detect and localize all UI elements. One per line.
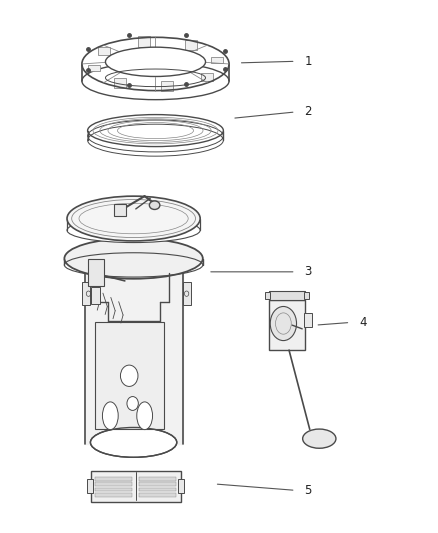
Bar [211, 56, 223, 63]
Bar [201, 72, 213, 81]
Bar [114, 78, 127, 87]
Ellipse shape [64, 238, 203, 279]
Bar [95, 482, 132, 486]
Bar [184, 41, 197, 50]
Bar [91, 287, 100, 304]
FancyBboxPatch shape [91, 471, 181, 502]
Bar [265, 292, 270, 298]
Text: 3: 3 [304, 265, 312, 278]
Bar [139, 482, 176, 486]
FancyBboxPatch shape [87, 479, 93, 493]
Ellipse shape [67, 218, 200, 243]
Text: 1: 1 [304, 55, 312, 68]
Bar [114, 204, 126, 216]
Bar [304, 292, 309, 298]
Bar [269, 300, 305, 350]
Bar [139, 477, 176, 481]
Bar [304, 313, 312, 327]
Ellipse shape [149, 201, 160, 209]
Bar [88, 259, 104, 286]
Bar [95, 322, 163, 429]
Ellipse shape [120, 365, 138, 386]
Bar [82, 282, 90, 305]
Bar [183, 282, 191, 305]
Ellipse shape [82, 37, 229, 91]
Ellipse shape [270, 306, 297, 341]
Bar [139, 493, 176, 497]
Bar [139, 488, 176, 491]
FancyBboxPatch shape [178, 479, 184, 493]
Ellipse shape [88, 115, 223, 147]
Ellipse shape [127, 397, 138, 410]
Ellipse shape [303, 429, 336, 448]
Bar [269, 290, 305, 300]
Ellipse shape [102, 402, 118, 430]
Bar [161, 81, 173, 92]
Ellipse shape [90, 427, 177, 457]
Text: 4: 4 [359, 316, 367, 329]
Ellipse shape [106, 47, 205, 76]
Bar [88, 65, 100, 71]
Text: 2: 2 [304, 106, 312, 118]
Bar [98, 47, 110, 55]
Ellipse shape [82, 62, 229, 100]
Ellipse shape [137, 402, 152, 430]
Polygon shape [85, 265, 183, 444]
Bar [95, 493, 132, 497]
Ellipse shape [67, 196, 200, 241]
Text: 5: 5 [304, 484, 312, 497]
Bar [138, 36, 150, 47]
Bar [95, 477, 132, 481]
Bar [95, 488, 132, 491]
